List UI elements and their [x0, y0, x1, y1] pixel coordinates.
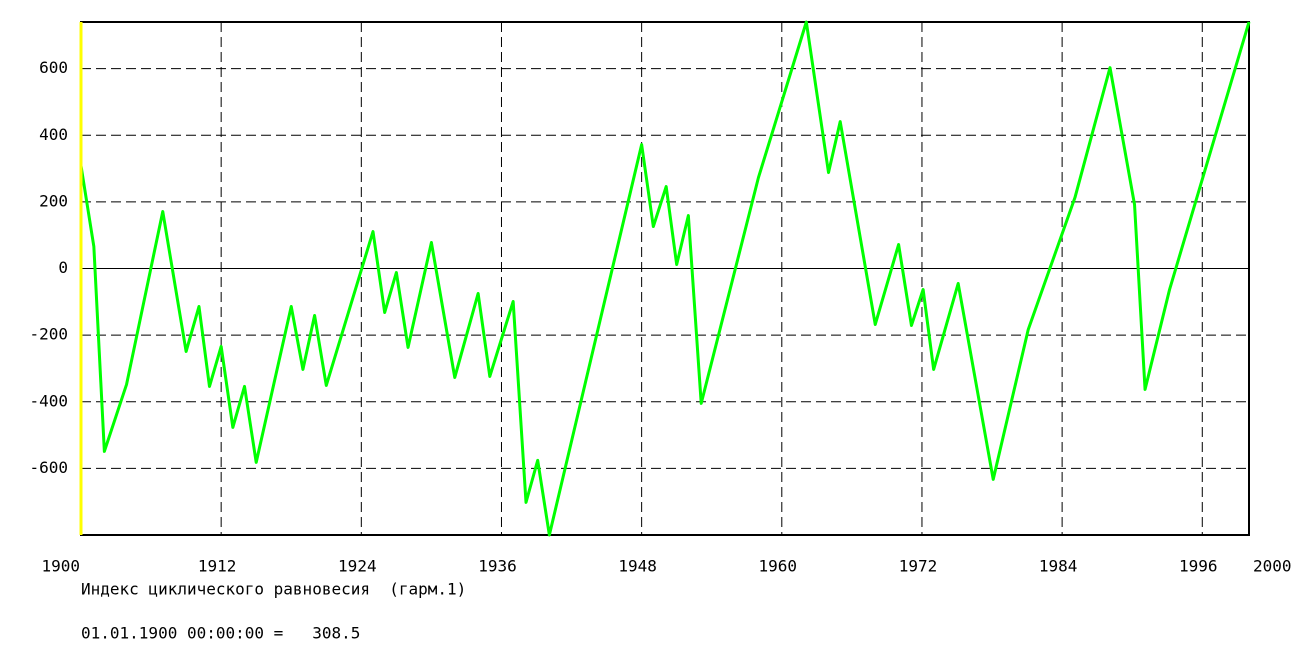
y-tick-label: -400 [29, 391, 68, 410]
x-tick-label: 2000 [1253, 557, 1292, 576]
x-tick-label: 1936 [478, 557, 517, 576]
y-tick-label: 200 [39, 191, 68, 210]
y-tick-label: -200 [29, 325, 68, 344]
x-tick-label: 1984 [1039, 557, 1078, 576]
x-tick-label: 1912 [198, 557, 237, 576]
x-tick-label: 1948 [618, 557, 657, 576]
cursor-readout: 01.01.1900 00:00:00 = 308.5 [81, 624, 360, 643]
x-tick-label: 1924 [338, 557, 377, 576]
chart-title: Индекс циклического равновесия (гарм.1) [81, 580, 466, 599]
x-tick-label: 1960 [759, 557, 798, 576]
y-tick-label: 0 [58, 258, 68, 277]
x-tick-label: 1900 [41, 557, 80, 576]
x-tick-label: 1972 [899, 557, 938, 576]
y-tick-label: -600 [29, 458, 68, 477]
x-tick-label: 1996 [1179, 557, 1218, 576]
data-line [79, 20, 1251, 537]
y-tick-label: 600 [39, 58, 68, 77]
y-tick-label: 400 [39, 125, 68, 144]
